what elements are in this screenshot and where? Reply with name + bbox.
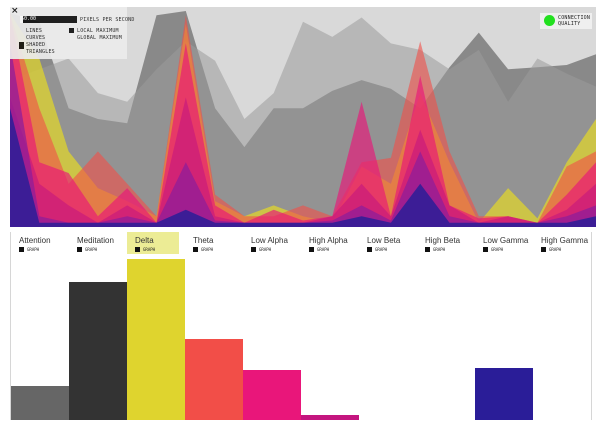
band-column-low-alpha[interactable]: Low Alpha GRAPH <box>243 232 302 420</box>
graph-toggle-label: GRAPH <box>491 247 504 252</box>
band-column-meditation[interactable]: Meditation GRAPH <box>69 232 128 420</box>
global-max-label[interactable]: GLOBAL MAXIMUM <box>77 35 122 41</box>
band-label: High Gamma <box>541 236 589 245</box>
graph-toggle[interactable]: GRAPH <box>425 247 467 254</box>
graph-toggle-checkbox[interactable] <box>135 247 140 252</box>
band-level-bar <box>11 386 69 420</box>
band-label: Low Alpha <box>251 236 288 245</box>
band-label: Meditation <box>77 236 114 245</box>
graph-toggle[interactable]: GRAPH <box>309 247 351 254</box>
graph-toggle-checkbox[interactable] <box>251 247 256 252</box>
graph-toggle[interactable]: GRAPH <box>541 247 583 254</box>
pixels-per-second-slider[interactable]: 50.00 <box>20 16 77 23</box>
band-column-delta[interactable]: Delta GRAPH <box>127 232 186 420</box>
graph-toggle[interactable]: GRAPH <box>367 247 409 254</box>
graph-toggle[interactable]: GRAPH <box>193 247 235 254</box>
band-columns: Attention GRAPH Meditation GRAPH Delta GRAPH T… <box>10 232 597 420</box>
graph-toggle-label: GRAPH <box>549 247 562 252</box>
connection-status-icon <box>544 15 555 26</box>
theta-area <box>10 13 596 227</box>
band-level-bar <box>243 370 301 420</box>
selected-highlight <box>127 232 179 254</box>
graph-toggle[interactable]: GRAPH <box>251 247 293 254</box>
band-column-low-gamma[interactable]: Low Gamma GRAPH <box>475 232 534 420</box>
band-label: Low Gamma <box>483 236 529 245</box>
band-label: High Alpha <box>309 236 348 245</box>
graph-toggle-label: GRAPH <box>27 247 40 252</box>
band-level-bar <box>475 368 533 420</box>
graph-toggle-checkbox[interactable] <box>541 247 546 252</box>
band-column-low-beta[interactable]: Low Beta GRAPH <box>359 232 418 420</box>
band-level-bar <box>301 415 359 420</box>
close-icon[interactable]: × <box>11 6 19 16</box>
band-label: Delta <box>135 236 154 245</box>
band-column-high-beta[interactable]: High Beta GRAPH <box>417 232 476 420</box>
graph-toggle[interactable]: GRAPH <box>77 247 119 254</box>
band-column-high-alpha[interactable]: High Alpha GRAPH <box>301 232 360 420</box>
graph-toggle-label: GRAPH <box>201 247 214 252</box>
band-label: Attention <box>19 236 51 245</box>
pixels-per-second-label: PIXELS PER SECOND <box>80 17 135 23</box>
shaded-checkbox[interactable] <box>19 42 24 47</box>
triangles-checkbox[interactable] <box>19 46 24 49</box>
band-level-bar <box>185 339 243 420</box>
local-max-checkbox[interactable] <box>69 28 74 33</box>
shaded-option[interactable]: SHADED <box>26 42 46 48</box>
band-level-bar <box>69 282 127 420</box>
waveform-graph <box>10 7 596 227</box>
band-label: Low Beta <box>367 236 401 245</box>
curves-option[interactable]: CURVES <box>26 35 46 41</box>
local-max-label: LOCAL MAXIMUM <box>77 28 119 34</box>
display-controls-panel: × 50.00 PIXELS PER SECOND LOCAL MAXIMUM … <box>10 6 134 59</box>
band-column-high-gamma[interactable]: High Gamma GRAPH <box>533 232 592 420</box>
graph-toggle-checkbox[interactable] <box>309 247 314 252</box>
triangles-option[interactable]: TRIANGLES <box>26 49 55 55</box>
graph-toggle-label: GRAPH <box>85 247 98 252</box>
connection-label-line2: QUALITY <box>558 21 581 27</box>
graph-toggle[interactable]: GRAPH <box>483 247 525 254</box>
band-level-bar <box>127 259 185 420</box>
band-label: High Beta <box>425 236 461 245</box>
slider-value: 50.00 <box>21 16 37 22</box>
high-alpha-area <box>10 97 596 227</box>
graph-toggle-checkbox[interactable] <box>367 247 372 252</box>
band-label: Theta <box>193 236 214 245</box>
waveform-canvas <box>10 11 596 227</box>
graph-toggle-label: GRAPH <box>317 247 330 252</box>
graph-toggle-checkbox[interactable] <box>193 247 198 252</box>
graph-toggle-checkbox[interactable] <box>19 247 24 252</box>
slider-fill <box>20 16 23 23</box>
connection-quality-indicator: CONNECTION QUALITY <box>540 13 592 29</box>
graph-toggle-checkbox[interactable] <box>77 247 82 252</box>
graph-toggle-label: GRAPH <box>259 247 272 252</box>
graph-toggle-label: GRAPH <box>143 247 156 252</box>
graph-toggle[interactable]: GRAPH <box>135 247 177 254</box>
graph-toggle-label: GRAPH <box>433 247 446 252</box>
graph-toggle-checkbox[interactable] <box>425 247 430 252</box>
graph-toggle[interactable]: GRAPH <box>19 247 61 254</box>
band-column-attention[interactable]: Attention GRAPH <box>11 232 70 420</box>
graph-toggle-label: GRAPH <box>375 247 388 252</box>
connection-label-line1: CONNECTION <box>558 15 591 21</box>
graph-toggle-checkbox[interactable] <box>483 247 488 252</box>
lines-option[interactable]: LINES <box>26 28 43 34</box>
band-column-theta[interactable]: Theta GRAPH <box>185 232 244 420</box>
